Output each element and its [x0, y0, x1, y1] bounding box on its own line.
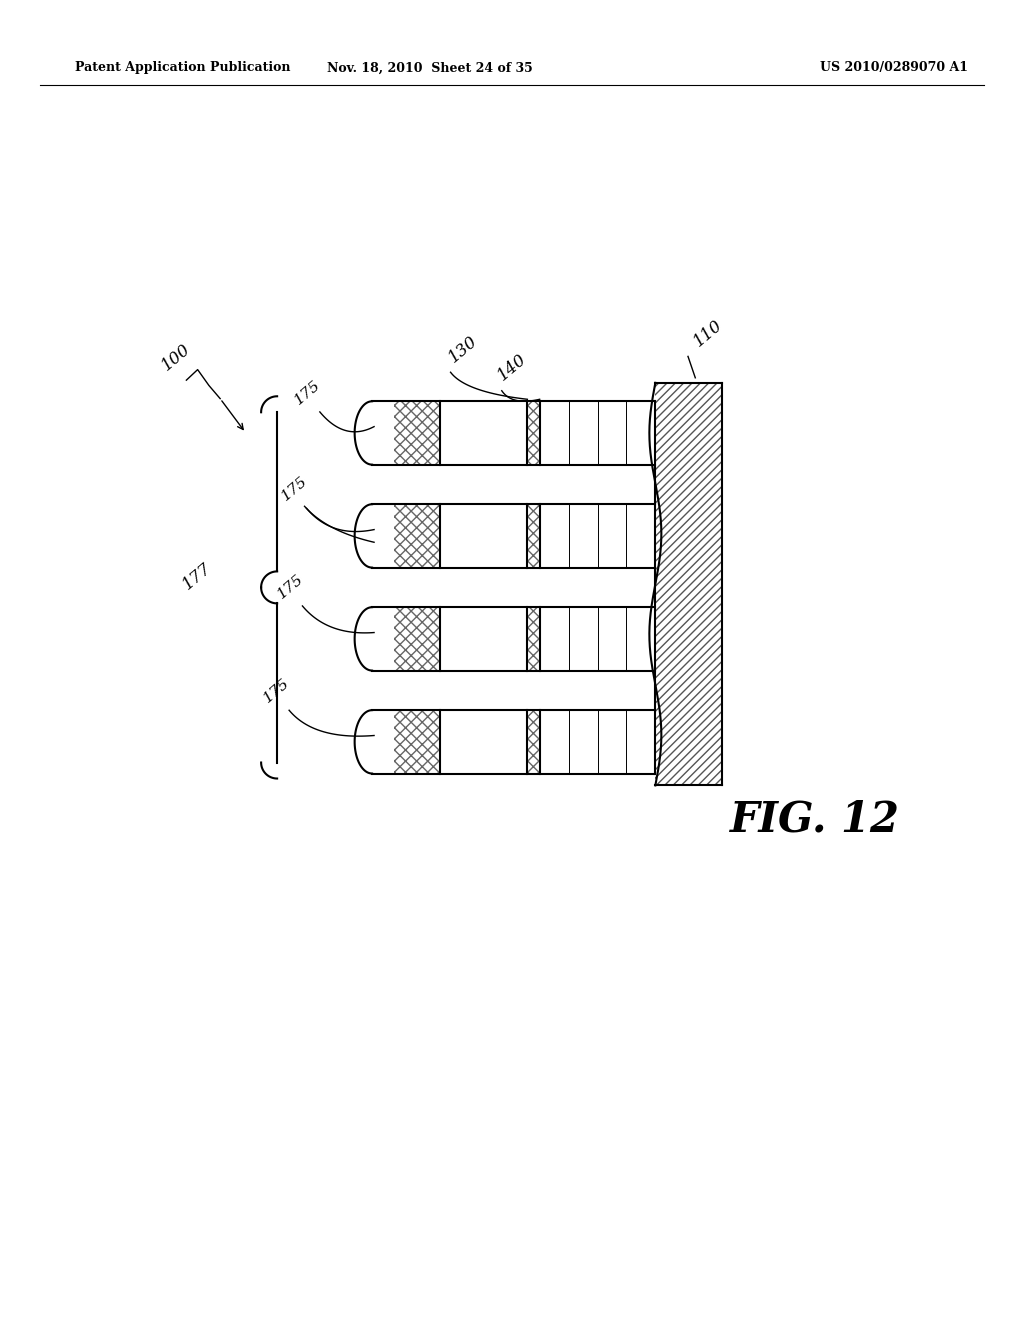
Text: 175: 175	[261, 676, 293, 705]
Bar	[527, 710, 540, 774]
Bar	[394, 504, 440, 568]
Bar	[527, 504, 540, 568]
Text: 140: 140	[495, 351, 530, 384]
Text: 110: 110	[690, 317, 725, 350]
Text: Nov. 18, 2010  Sheet 24 of 35: Nov. 18, 2010 Sheet 24 of 35	[327, 62, 532, 74]
Bar	[527, 401, 540, 465]
Bar	[394, 710, 440, 774]
Text: 175: 175	[279, 474, 310, 503]
Text: 100: 100	[159, 341, 195, 374]
Text: US 2010/0289070 A1: US 2010/0289070 A1	[820, 62, 968, 74]
Text: Patent Application Publication: Patent Application Publication	[75, 62, 291, 74]
Text: 175: 175	[274, 572, 306, 601]
Text: 175: 175	[292, 378, 324, 407]
Bar	[394, 607, 440, 671]
Text: 177: 177	[179, 560, 215, 593]
Bar	[394, 401, 440, 465]
Text: 130: 130	[445, 333, 481, 366]
Bar	[527, 607, 540, 671]
Text: FIG. 12: FIG. 12	[730, 799, 900, 841]
Bar	[655, 383, 722, 785]
